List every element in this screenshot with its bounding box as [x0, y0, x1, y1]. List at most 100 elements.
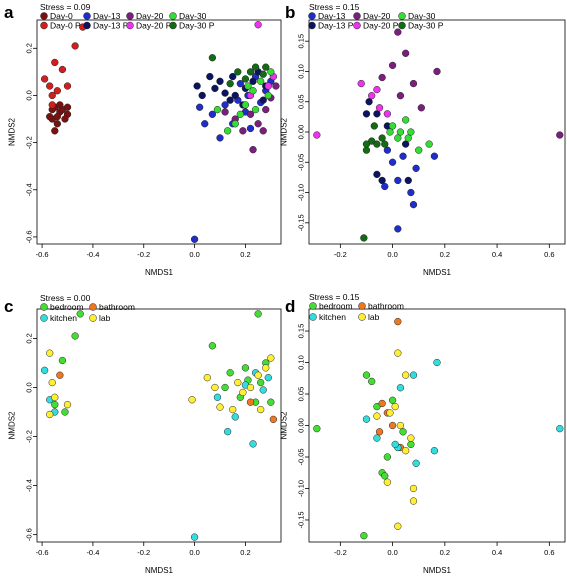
data-point — [193, 82, 201, 90]
data-point — [226, 96, 234, 104]
y-tick-label: -0.2 — [25, 430, 34, 443]
data-point — [373, 170, 381, 179]
legend-swatch — [83, 12, 91, 20]
data-point — [383, 478, 392, 486]
panel-letter: a — [4, 3, 14, 22]
data-point — [208, 110, 217, 118]
data-point — [254, 371, 262, 379]
data-point — [415, 146, 423, 154]
data-point — [407, 128, 415, 136]
legend-label: Day-20 — [363, 11, 391, 21]
legend-swatch — [40, 314, 48, 322]
data-point — [251, 63, 260, 71]
data-point — [246, 124, 255, 133]
data-point — [425, 140, 433, 148]
y-tick-label: -0.05 — [297, 154, 306, 171]
data-point — [241, 364, 250, 372]
data-point — [378, 134, 386, 142]
legend-label: Day-30 P — [408, 21, 444, 31]
data-point — [239, 127, 247, 135]
data-point — [378, 176, 386, 185]
plot-frame — [308, 19, 566, 245]
legend-swatch — [308, 12, 316, 20]
legend-label: Day-30 P — [179, 21, 215, 31]
legend: bedroom bathroom kitchen lab — [40, 302, 135, 323]
series-day-30 — [213, 68, 275, 135]
x-tick-label: -0.6 — [36, 548, 49, 557]
y-tick-label: 0.00 — [297, 418, 306, 433]
data-point — [357, 79, 365, 88]
legend-swatch — [353, 21, 361, 30]
panel-c: -0.6 -0.4 -0.2 0.0 0.2 -0.6 -0.4 -0.2 0.0 0.2 NMDS… — [4, 293, 282, 575]
data-point — [378, 399, 386, 408]
data-point — [430, 447, 439, 455]
data-point — [404, 176, 412, 185]
x-tick-label: -0.6 — [36, 250, 49, 259]
x-tick-label: 0.0 — [387, 548, 397, 557]
data-point — [368, 377, 376, 386]
data-point — [236, 110, 244, 118]
legend-swatch — [308, 21, 316, 30]
x-tick-label: 0.2 — [240, 250, 250, 259]
data-point — [249, 87, 257, 95]
series-lab — [46, 349, 275, 419]
data-point — [264, 374, 272, 382]
legend-swatch — [40, 12, 48, 20]
data-point — [216, 134, 224, 142]
data-point — [257, 77, 265, 85]
legend: Day-0 Day-13 Day-20 Day-30 Day-0 P Day-13 P Da… — [40, 11, 215, 31]
data-point — [383, 453, 392, 461]
data-point — [412, 164, 420, 172]
data-point — [221, 108, 229, 116]
legend-swatch — [398, 12, 406, 20]
x-axis-label: NMDS1 — [145, 268, 174, 277]
y-tick-label: 0.2 — [25, 333, 34, 343]
data-point — [402, 140, 410, 148]
series-day-20-p — [246, 21, 278, 100]
x-tick-label: 0.4 — [492, 548, 502, 557]
data-point — [381, 472, 389, 480]
x-tick-label: 0.2 — [440, 250, 450, 259]
data-point — [394, 176, 402, 185]
data-point — [267, 354, 275, 362]
data-point — [196, 103, 204, 111]
legend-label: kitchen — [319, 312, 346, 322]
y-axis-label: NMDS2 — [280, 411, 289, 440]
panel-b: -0.2 0.0 0.2 0.4 0.6 -0.15 -0.10 -0.05 0.00 0.05 0… — [280, 2, 566, 277]
data-point — [365, 98, 373, 106]
data-point — [391, 440, 399, 449]
plot-frame — [36, 308, 282, 543]
stress-value: Stress = 0.00 — [40, 293, 91, 303]
data-point — [396, 421, 405, 430]
data-point — [221, 89, 229, 97]
data-point — [264, 82, 272, 90]
data-point — [417, 104, 425, 112]
legend-label: Day-20 — [136, 11, 164, 21]
series-bedroom — [51, 310, 275, 416]
y-tick-label: 0.0 — [25, 382, 34, 392]
data-point — [221, 383, 229, 392]
data-point — [409, 371, 418, 379]
data-point — [388, 61, 397, 70]
data-point — [251, 105, 260, 114]
stress-value: Stress = 0.09 — [40, 2, 91, 12]
series-day-30 — [386, 116, 433, 154]
legend-label: Day-30 — [408, 11, 436, 21]
data-point — [63, 82, 72, 90]
x-axis-label: NMDS1 — [423, 566, 452, 575]
data-point — [383, 110, 392, 118]
plot-frame — [308, 308, 566, 543]
legend-label: Day-30 — [179, 11, 207, 21]
data-point — [264, 91, 272, 100]
legend-label: bathroom — [368, 301, 404, 311]
data-point — [188, 396, 196, 404]
series-kitchen — [40, 366, 272, 541]
data-point — [226, 369, 234, 377]
y-tick-label: -0.05 — [297, 448, 306, 465]
x-tick-label: 0.2 — [240, 548, 250, 557]
data-point — [236, 80, 244, 88]
data-point — [394, 349, 402, 357]
data-point — [249, 440, 257, 448]
legend-swatch — [89, 303, 97, 311]
data-point — [262, 63, 270, 71]
